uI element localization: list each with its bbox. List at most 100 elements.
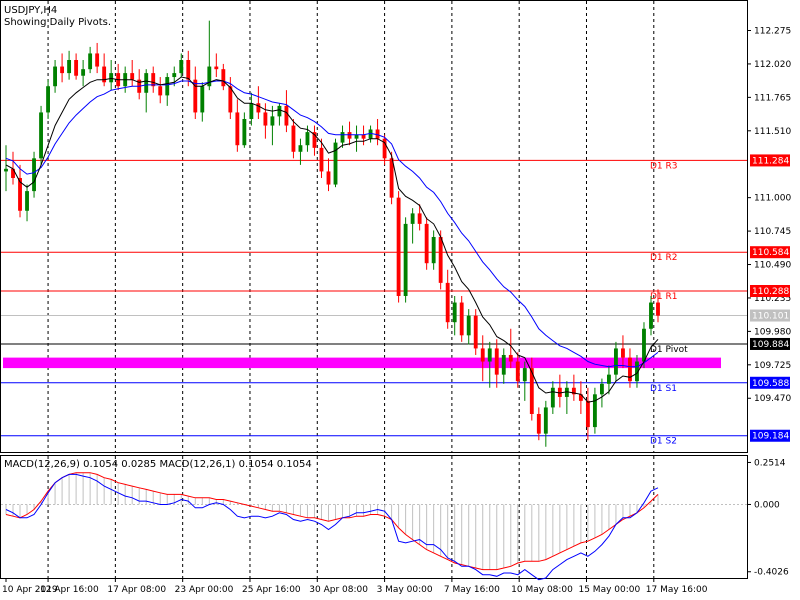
- macd-tick-label: -0.4026: [754, 568, 789, 578]
- candle-body: [81, 69, 86, 76]
- time-tick-label: 17 May 16:00: [646, 585, 708, 595]
- candle-body: [158, 86, 163, 96]
- pivot-badges: 111.284 110.584 110.288 109.884 109.588 109.1…: [750, 154, 790, 442]
- candle-body: [312, 132, 317, 148]
- candle-body: [438, 236, 443, 283]
- candle-body: [403, 223, 408, 296]
- candle-body: [459, 302, 464, 336]
- candle-body: [130, 73, 135, 80]
- pivot-price-badge: [750, 154, 790, 167]
- macd-tick-label: 0.000: [754, 500, 780, 510]
- time-tick-label: 10 Apr 2019: [2, 585, 58, 595]
- candle-body: [32, 158, 36, 192]
- candle-body: [109, 73, 114, 83]
- candle-body: [144, 73, 149, 93]
- candle-body: [501, 354, 506, 375]
- candle-body: [642, 328, 646, 362]
- candle-body: [242, 118, 247, 146]
- candle-body: [102, 66, 107, 83]
- pivot-price-badge-text: 109.588: [752, 379, 789, 389]
- macd-label: MACD(12,26,9) 0.1054 0.0285 MACD(12,26,1…: [4, 459, 312, 470]
- price-tick-label: 110.745: [754, 227, 791, 237]
- candle-body: [550, 387, 555, 408]
- candle-body: [361, 134, 366, 139]
- candle-body: [326, 171, 331, 185]
- candle-body: [536, 413, 541, 434]
- price-tick-label: 109.725: [754, 361, 791, 371]
- pivot-price-badge: [750, 429, 790, 442]
- candle-body: [207, 66, 212, 87]
- candle-body: [333, 142, 338, 185]
- candle-body: [466, 315, 471, 336]
- candle-body: [515, 361, 520, 382]
- candle-body: [529, 368, 534, 414]
- time-tick-label: 25 Apr 16:00: [242, 585, 301, 595]
- price-tick-label: 112.020: [754, 60, 791, 70]
- pivot-label: D1 R3: [650, 161, 678, 171]
- price-tick-label: 109.470: [754, 394, 791, 404]
- candle-body: [25, 191, 29, 211]
- candle-body: [200, 86, 205, 113]
- candle-body: [18, 177, 22, 211]
- time-tick-label: 10 May 08:00: [511, 585, 573, 595]
- current-price-badge: [750, 309, 790, 322]
- moving-averages: [5, 76, 659, 403]
- candle-body: [151, 73, 156, 87]
- macd-line: [5, 473, 659, 581]
- chart-subtitle: Showing Daily Pivots.: [4, 17, 111, 28]
- macd-panel-frame: [0, 455, 748, 579]
- time-tick-label: 30 Apr 08:00: [309, 585, 368, 595]
- time-tick-label: 17 Apr 08:00: [107, 585, 166, 595]
- candle-body: [263, 112, 268, 126]
- candle-body: [656, 302, 660, 316]
- macd-indicator: 0.2514 0.000 -0.4026: [1, 458, 789, 581]
- candle-body: [53, 66, 58, 87]
- pivot-price-badge: [750, 285, 790, 298]
- price-axis: 112.275 112.020 111.765 111.510 111.000 110.7…: [747, 26, 791, 404]
- candle-body: [340, 132, 345, 143]
- candle-body: [585, 400, 590, 428]
- macd-tick-label: 0.2514: [754, 458, 786, 468]
- price-tick-label: 111.000: [754, 194, 791, 204]
- pivot-price-badge-text: 109.884: [752, 340, 789, 350]
- candle-body: [543, 407, 548, 434]
- candle-body: [193, 79, 198, 113]
- pivot-label: D1 Pivot: [650, 345, 688, 355]
- candle-body: [571, 387, 576, 395]
- candle-body: [508, 354, 513, 362]
- candles: [4, 20, 660, 447]
- candle-body: [410, 213, 415, 224]
- candle-body: [88, 53, 93, 70]
- candle-body: [319, 147, 324, 172]
- candle-body: [480, 348, 485, 362]
- candle-body: [599, 383, 604, 395]
- time-tick-label: 7 May 16:00: [444, 585, 500, 595]
- price-tick-label: 110.235: [754, 294, 791, 304]
- candle-body: [60, 66, 65, 74]
- candle-body: [214, 66, 219, 70]
- price-tick-label: 110.490: [754, 261, 791, 271]
- candle-body: [445, 282, 450, 323]
- candle-body: [228, 86, 233, 113]
- candle-body: [389, 158, 394, 198]
- candle-body: [165, 77, 170, 96]
- pivot-price-badge: [750, 376, 790, 389]
- candle-body: [270, 116, 275, 126]
- candle-body: [396, 197, 401, 296]
- candle-body: [39, 112, 43, 159]
- candle-body: [277, 105, 282, 117]
- candle-body: [347, 132, 352, 139]
- price-tick-label: 111.510: [754, 127, 791, 137]
- current-price-badge-text: 110.101: [752, 312, 789, 322]
- pivot-label: D1 R2: [650, 253, 678, 263]
- candle-body: [179, 59, 184, 74]
- candle-body: [564, 387, 569, 397]
- candle-body: [298, 145, 303, 152]
- pivot-price-badge-text: 109.184: [752, 432, 789, 442]
- fast-ma-line: [5, 76, 659, 403]
- candle-body: [354, 134, 359, 139]
- pivot-zone: [3, 357, 721, 369]
- candle-body: [95, 53, 100, 67]
- candle-body: [452, 302, 457, 323]
